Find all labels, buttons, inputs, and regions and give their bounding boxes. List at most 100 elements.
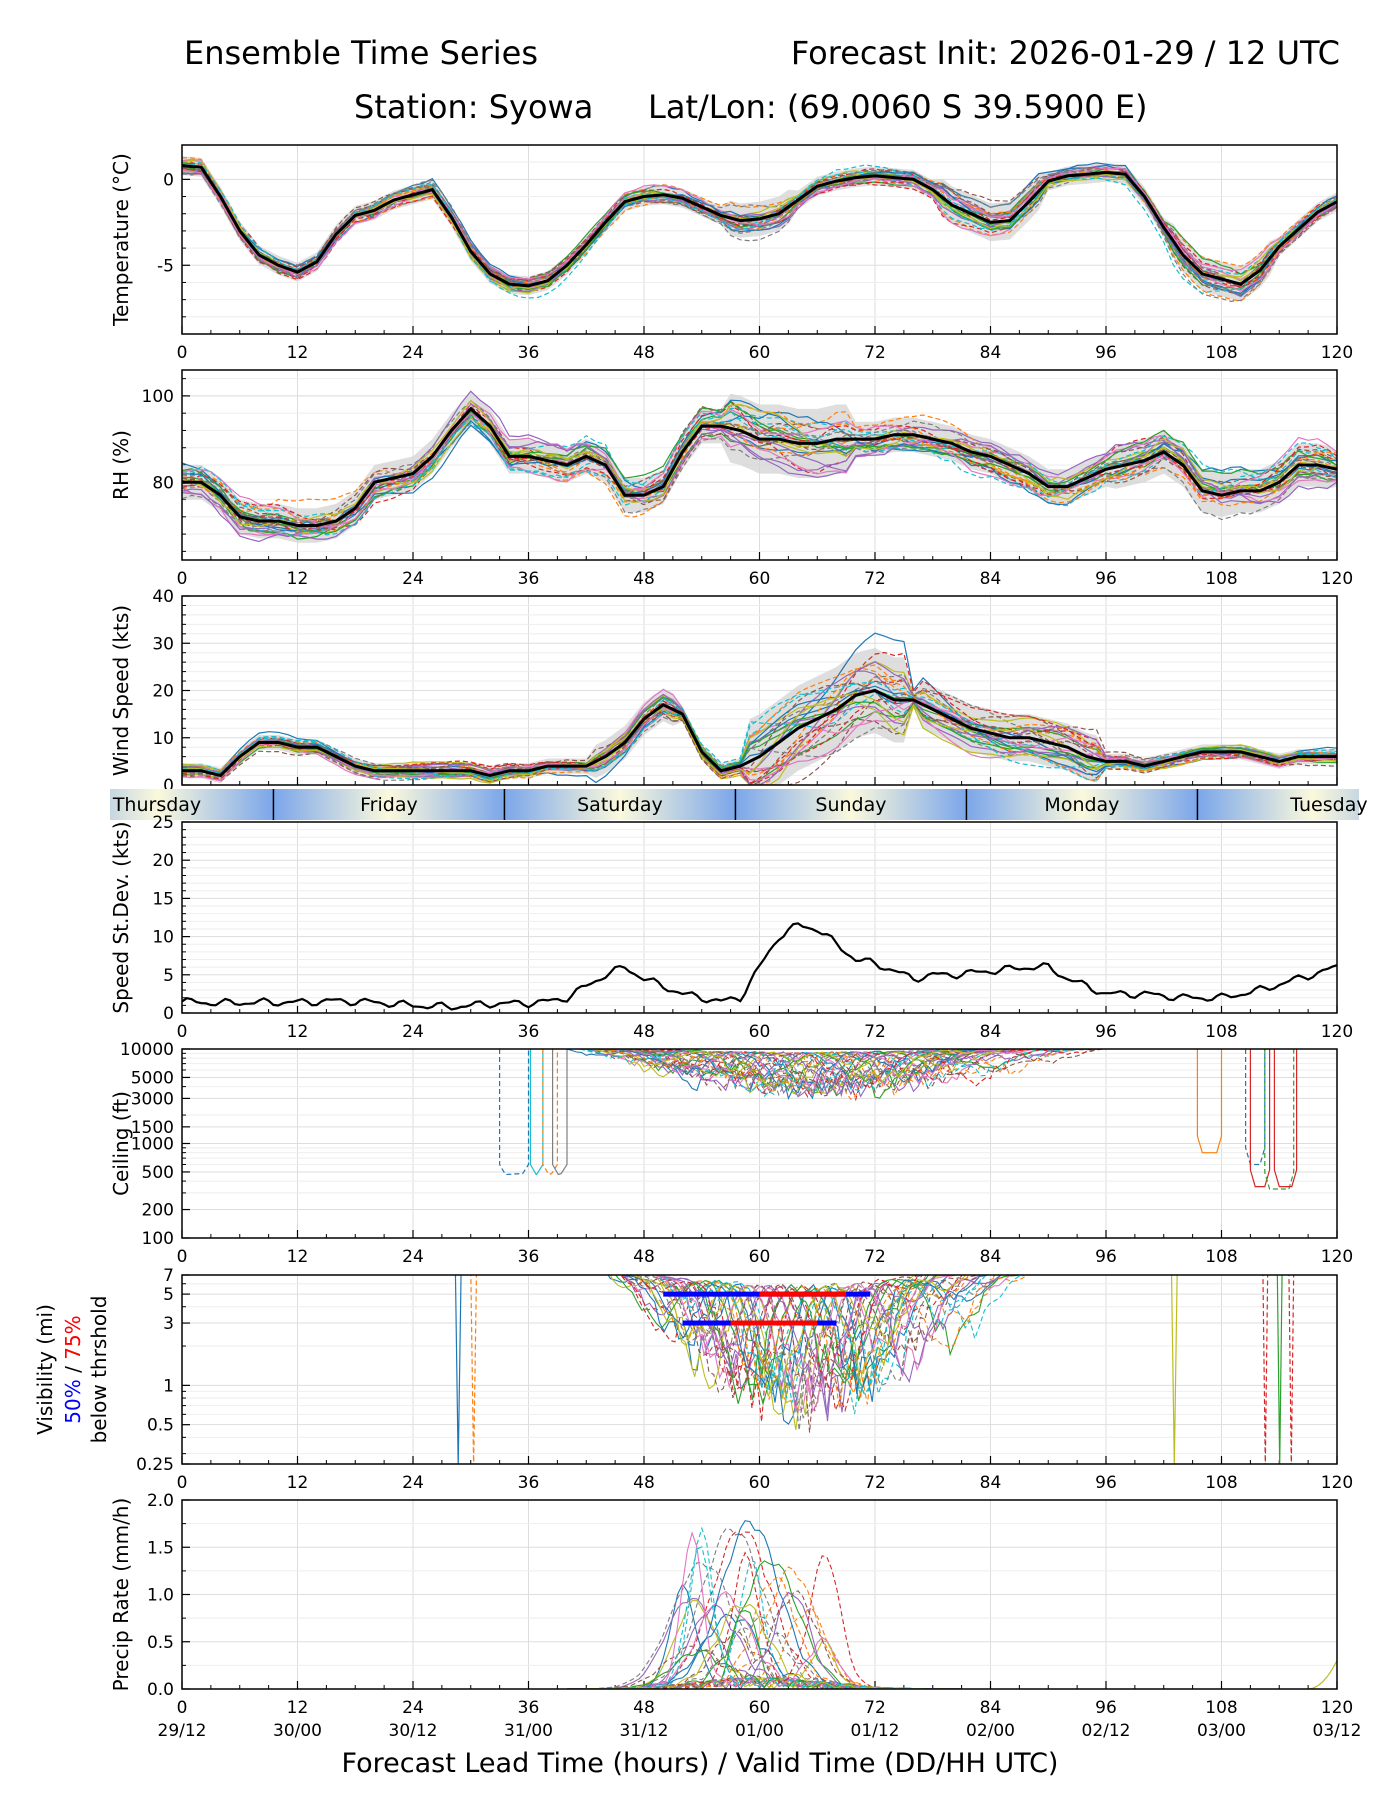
y-tick-label: 5	[163, 1285, 174, 1305]
precip-member-line	[566, 1562, 1068, 1689]
panel-wind: 01224364860728496108120010203040Wind Spe…	[109, 587, 1353, 814]
valid-time-label: 31/12	[620, 1721, 669, 1741]
x-tick-label: 96	[1095, 1473, 1117, 1493]
x-tick-label: 108	[1205, 1022, 1237, 1042]
y-tick-label: 5	[163, 966, 174, 986]
x-tick-label: 108	[1205, 1473, 1237, 1493]
y-tick-label: 3000	[131, 1089, 174, 1109]
y-axis-label: Precip Rate (mm/h)	[109, 1498, 133, 1692]
ensemble-member-line	[182, 167, 1337, 292]
ceiling-member-line	[547, 1049, 1116, 1091]
ensemble-member-line	[182, 162, 1337, 299]
visibility-member-line	[651, 1275, 915, 1415]
x-tick-label: 120	[1321, 1473, 1353, 1493]
panel-border-wind	[181, 595, 1338, 786]
visibility-member-line	[623, 1275, 981, 1433]
ceiling-low-dip	[529, 1049, 544, 1176]
x-tick-label: 12	[287, 1247, 309, 1267]
ceiling-member-line	[547, 1049, 1116, 1097]
x-tick-label: 96	[1095, 1698, 1117, 1718]
label-50-percent: 50%	[61, 1379, 85, 1423]
y-tick-label: 7	[163, 1266, 174, 1286]
panel-rh: 0 12 24 36 48 60 72 84 96 108 120 100 80 RH (%)	[109, 370, 1353, 589]
ensemble-member-line	[182, 651, 1337, 784]
ensemble-member-line	[182, 679, 1337, 785]
panel-border-visibility	[181, 1274, 1338, 1465]
day-band: Thursday Friday Saturday Sunday Monday Tuesda…	[0, 789, 1400, 820]
y-tick-label: 200	[142, 1201, 174, 1221]
band-mask	[1359, 789, 1400, 820]
x-tick-label: 12	[287, 343, 309, 363]
valid-time-label: 03/12	[1313, 1721, 1362, 1741]
x-tick-label: 48	[633, 1022, 655, 1042]
chart-title: Ensemble Time Series	[184, 34, 538, 72]
ceiling-member-line	[547, 1049, 1116, 1097]
x-tick-label: 108	[1205, 569, 1237, 589]
ensemble-member-line	[182, 170, 1337, 296]
y-tick-label: 0.5	[147, 1633, 174, 1653]
ensemble-member-line	[182, 400, 1337, 531]
y-tick-label: 1.5	[147, 1538, 174, 1558]
x-tick-label: 84	[980, 1473, 1002, 1493]
ceiling-low-dip	[1196, 1049, 1223, 1154]
valid-time-label: 30/00	[273, 1721, 322, 1741]
ensemble-member-line	[182, 681, 1337, 781]
visibility-spike	[470, 1275, 478, 1464]
panel-border-temperature	[181, 144, 1338, 335]
visibility-member-line	[658, 1275, 1029, 1409]
y-tick-label: 0.0	[147, 1680, 174, 1700]
ensemble-member-line	[182, 696, 1337, 781]
y-axis-label: Temperature (°C)	[109, 153, 133, 327]
precip-member-line	[566, 1546, 1068, 1689]
x-tick-label: 96	[1095, 1022, 1117, 1042]
x-tick-label: 96	[1095, 569, 1117, 589]
day-segment	[504, 789, 736, 820]
ensemble-mean-line	[182, 164, 1337, 288]
y-tick-label: 5000	[131, 1068, 174, 1088]
y-tick-label: 1000	[131, 1135, 174, 1155]
ensemble-mean-line	[182, 406, 1337, 527]
ensemble-member-line	[182, 401, 1337, 535]
series-precip	[566, 1520, 1337, 1689]
panel-precip: 0.0 0.5 1.0 1.5 2.0 Precip Rate (mm/h)	[109, 1491, 1338, 1700]
y-tick-label: 10	[152, 729, 174, 749]
x-tick-label: 60	[749, 569, 771, 589]
x-tick-label: 72	[864, 1022, 886, 1042]
x-tick-label: 120	[1321, 1247, 1353, 1267]
valid-time-label: 29/12	[158, 1721, 207, 1741]
y-tick-label: 0	[163, 1004, 174, 1024]
ceiling-low-dip	[499, 1049, 530, 1176]
day-segment	[966, 789, 1198, 820]
valid-time-label: 01/12	[851, 1721, 900, 1741]
visibility-member-line	[620, 1275, 963, 1413]
ensemble-member-line	[182, 673, 1337, 778]
ensemble-member-line	[182, 691, 1337, 782]
ceiling-member-line	[547, 1049, 1116, 1102]
ceiling-member-line	[547, 1049, 1116, 1094]
x-tick-label: 108	[1205, 343, 1237, 363]
day-label-tuesday: Tuesday	[1289, 794, 1367, 816]
x-tick-label: 120	[1321, 1022, 1353, 1042]
ceiling-low-dip	[1249, 1049, 1271, 1188]
x-tick-label: 48	[633, 1247, 655, 1267]
x-tick-label: 0	[177, 1698, 188, 1718]
visibility-spike	[1276, 1275, 1283, 1464]
x-tick-label: 36	[518, 1473, 540, 1493]
y-axis-label: Wind Speed (kts)	[109, 605, 133, 776]
visibility-ylabel-main: Visibility (mi)	[33, 1304, 57, 1435]
ceiling-member-line	[547, 1049, 1116, 1095]
x-tick-label: 0	[177, 569, 188, 589]
station-latlon: Lat/Lon: (69.0060 S 39.5900 E)	[648, 88, 1148, 126]
series-rh	[182, 390, 1337, 543]
x-tick-label: 36	[518, 1698, 540, 1718]
visibility-member-line	[632, 1275, 967, 1400]
ceiling-member-line	[547, 1049, 1116, 1092]
station-name: Station: Syowa	[354, 88, 594, 126]
x-tick-label: 84	[980, 1247, 1002, 1267]
ensemble-member-line	[182, 693, 1337, 785]
x-tick-label: 0	[177, 1022, 188, 1042]
day-label-saturday: Saturday	[577, 794, 663, 816]
y-tick-label: 30	[152, 634, 174, 654]
forecast-init: Forecast Init: 2026-01-29 / 12 UTC	[790, 34, 1340, 72]
ensemble-member-line	[182, 404, 1337, 518]
